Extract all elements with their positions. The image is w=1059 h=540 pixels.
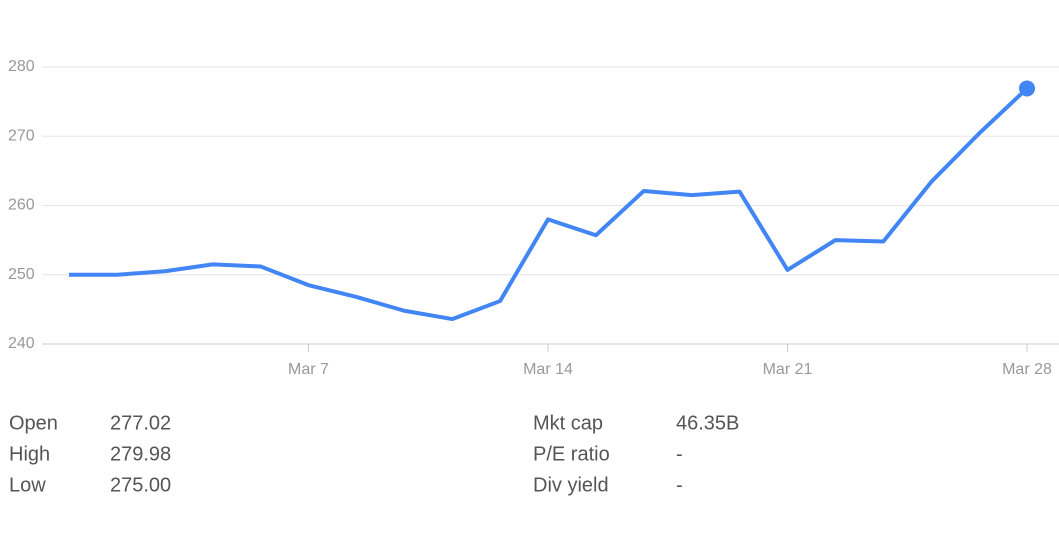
stat-label: Mkt cap xyxy=(533,412,603,434)
stat-label: Div yield xyxy=(533,474,609,496)
stat-value: - xyxy=(676,474,683,496)
stat-label: High xyxy=(9,443,50,465)
last-point xyxy=(1019,80,1035,97)
stat-value: 277.02 xyxy=(110,412,171,434)
stat-value: 275.00 xyxy=(110,474,171,496)
stat-value: - xyxy=(676,443,683,465)
y-tick-label: 250 xyxy=(8,266,35,283)
x-tick-label: Mar 14 xyxy=(523,361,573,378)
x-tick-label: Mar 21 xyxy=(763,361,813,378)
y-tick-label: 270 xyxy=(8,127,35,144)
y-tick-label: 280 xyxy=(8,58,35,75)
y-tick-label: 240 xyxy=(8,335,35,352)
stat-label: Low xyxy=(9,474,46,496)
stat-label: Open xyxy=(9,412,58,434)
x-tick-label: Mar 7 xyxy=(288,361,329,378)
stat-value: 279.98 xyxy=(110,443,171,465)
y-tick-label: 260 xyxy=(8,197,35,214)
price-line xyxy=(69,87,1029,322)
stat-label: P/E ratio xyxy=(533,443,610,465)
x-tick-label: Mar 28 xyxy=(1002,361,1052,378)
stat-value: 46.35B xyxy=(676,412,739,434)
